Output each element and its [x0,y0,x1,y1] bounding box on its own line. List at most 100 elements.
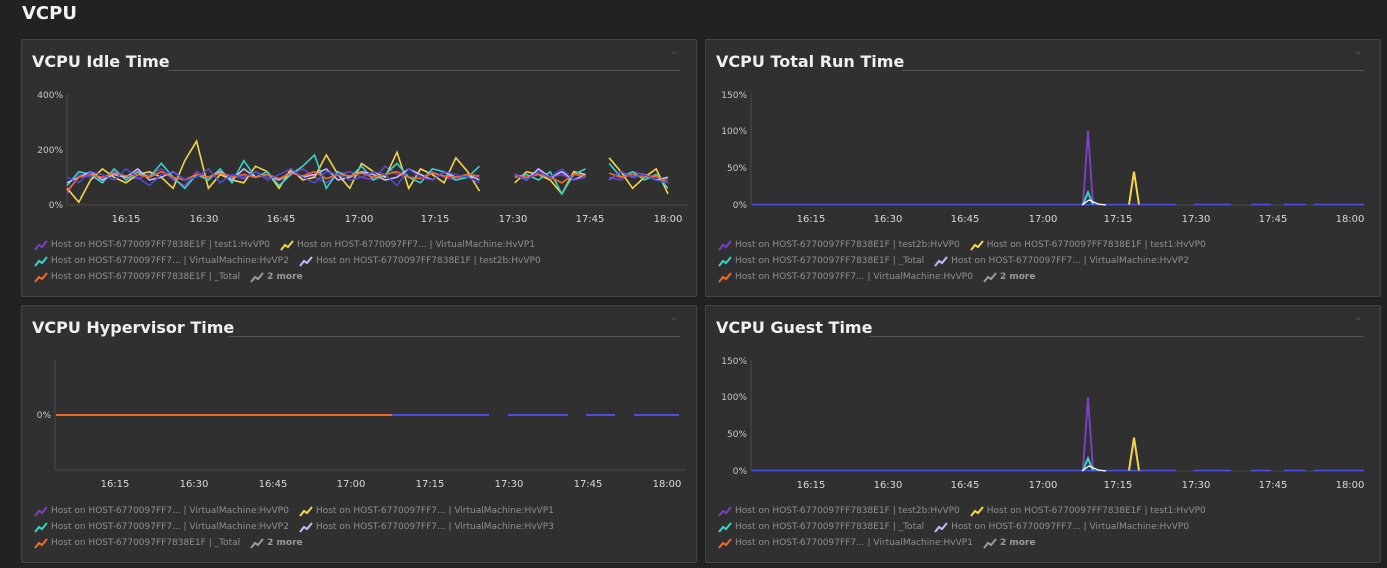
legend-item[interactable]: Host on HOST-6770097FF7838E1F | test2b:H… [718,237,960,253]
x-tick-label: 17:30 [1182,480,1211,491]
legend-row: Host on HOST-6770097FF7838E1F | test2b:H… [718,237,1378,253]
legend-item[interactable]: Host on HOST-6770097FF7... | VirtualMach… [299,503,554,519]
y-tick-label: 400% [37,91,63,101]
x-tick-label: 18:00 [653,479,682,490]
legend-item[interactable]: Host on HOST-6770097FF7838E1F | _Total [718,519,924,535]
x-tick-label: 17:00 [337,479,366,490]
series-spike [1128,171,1140,205]
legend-item[interactable]: Host on HOST-6770097FF7... | VirtualMach… [280,237,535,253]
y-tick-label: 150% [721,357,747,367]
series-spike [1082,130,1094,205]
series-line-icon [934,256,948,267]
legend-label: Host on HOST-6770097FF7... | VirtualMach… [51,256,289,266]
series-line-icon [718,256,732,267]
x-tick-label: 17:30 [495,479,524,490]
legend-item[interactable]: Host on HOST-6770097FF7... | VirtualMach… [934,519,1189,535]
chevron-down-icon[interactable]: ⌄ [1354,46,1363,57]
y-tick-label: 100% [721,127,747,137]
y-tick-label: 200% [37,146,63,156]
y-tick-label: 100% [721,393,747,403]
legend-label: Host on HOST-6770097FF7838E1F | _Total [735,522,925,532]
legend-item[interactable]: Host on HOST-6770097FF7838E1F | test1:Hv… [969,503,1206,519]
legend-label: Host on HOST-6770097FF7838E1F | test1:Hv… [986,506,1206,516]
title-divider [168,70,680,71]
title-divider [902,70,1364,71]
legend-label: Host on HOST-6770097FF7... | VirtualMach… [51,506,289,516]
legend-more-label: 2 more [267,538,303,548]
panel-title: VCPU Guest Time [716,318,873,337]
panel-vcpu-hypervisor-time: VCPU Hypervisor Time ⌄ 0% 16:15 16:30 16:45… [21,305,697,563]
legend-more-button[interactable]: 2 more [983,535,1035,551]
chevron-down-icon[interactable]: ⌄ [1354,312,1363,323]
legend-item[interactable]: Host on HOST-6770097FF7838E1F | _Total [34,269,240,285]
series-line-icon [983,272,997,283]
x-tick-label: 16:30 [180,479,209,490]
legend-item[interactable]: Host on HOST-6770097FF7838E1F | _Total [34,535,240,551]
title-divider [228,336,680,337]
legend-item[interactable]: Host on HOST-6770097FF7838E1F | test2b:H… [718,503,960,519]
x-tick-label: 17:15 [416,479,445,490]
legend-item[interactable]: Host on HOST-6770097FF7... | VirtualMach… [934,253,1189,269]
x-tick-label: 17:00 [1029,214,1058,225]
legend-label: Host on HOST-6770097FF7... | VirtualMach… [315,506,554,516]
x-tick-label: 16:30 [190,214,219,225]
legend-label: Host on HOST-6770097FF7838E1F | test1:Hv… [51,240,271,250]
series-line [608,157,669,195]
x-tick-label: 16:45 [951,214,980,225]
panel-vcpu-guest-time: VCPU Guest Time ⌄ 0% 50% 100% 150% 16:15 16:3… [705,305,1381,563]
legend-item[interactable]: Host on HOST-6770097FF7... | VirtualMach… [299,519,554,535]
legend-label: Host on HOST-6770097FF7... | VirtualMach… [315,522,554,532]
x-tick-label: 16:45 [267,214,296,225]
x-tick-label: 17:45 [1259,214,1288,225]
page-title: VCPU [22,3,77,24]
legend-item[interactable]: Host on HOST-6770097FF7... | VirtualMach… [718,269,973,285]
series-line [608,170,669,184]
legend-item[interactable]: Host on HOST-6770097FF7... | VirtualMach… [34,253,289,269]
chevron-down-icon[interactable]: ⌄ [670,46,679,57]
legend-row: Host on HOST-6770097FF7838E1F | _Total Ho… [718,253,1378,269]
legend-item[interactable]: Host on HOST-6770097FF7838E1F | test1:Hv… [969,237,1206,253]
legend-more-label: 2 more [267,272,303,282]
y-tick-label: 50% [727,430,747,440]
x-tick-label: 16:15 [797,214,826,225]
series-line-icon [34,272,48,283]
legend-row: Host on HOST-6770097FF7838E1F | test2b:H… [718,503,1378,519]
legend-item[interactable]: Host on HOST-6770097FF7... | VirtualMach… [34,519,289,535]
legend-label: Host on HOST-6770097FF7... | VirtualMach… [951,256,1190,266]
x-tick-label: 17:45 [1259,480,1288,491]
legend-label: Host on HOST-6770097FF7... | VirtualMach… [51,522,289,532]
y-tick-label: 0% [733,201,748,211]
legend-item[interactable]: Host on HOST-6770097FF7... | VirtualMach… [718,535,973,551]
chevron-down-icon[interactable]: ⌄ [670,312,679,323]
legend: Host on HOST-6770097FF7838E1F | test1:Hv… [34,237,694,285]
x-tick-label: 17:00 [1029,480,1058,491]
series-line-icon [299,522,313,533]
legend-row: Host on HOST-6770097FF7... | VirtualMach… [718,535,1378,551]
chart-vcpu-hypervisor-time: 0% 16:15 16:30 16:45 17:00 17:15 17:30 17:45 18:… [37,360,686,490]
series-line-icon [34,506,48,517]
x-tick-label: 17:15 [1104,214,1133,225]
legend-item[interactable]: Host on HOST-6770097FF7838E1F | test2b:H… [299,253,541,269]
legend-label: Host on HOST-6770097FF7838E1F | _Total [735,256,925,266]
x-tick-label: 16:15 [797,480,826,491]
series-line-icon [969,506,984,517]
legend-label: Host on HOST-6770097FF7... | VirtualMach… [735,538,973,548]
series-line [514,170,586,196]
x-tick-label: 16:30 [874,480,903,491]
x-tick-label: 17:45 [574,479,603,490]
legend-row: Host on HOST-6770097FF7838E1F | _Total 2 … [34,269,694,285]
legend-label: Host on HOST-6770097FF7838E1F | test2b:H… [735,240,960,250]
series-line [1081,199,1107,206]
series-line-icon [280,240,294,251]
legend-item[interactable]: Host on HOST-6770097FF7838E1F | test1:Hv… [34,237,270,253]
legend-more-button[interactable]: 2 more [250,535,303,551]
y-tick-label: 0% [733,467,748,477]
legend-more-button[interactable]: 2 more [250,269,303,285]
legend-item[interactable]: Host on HOST-6770097FF7... | VirtualMach… [34,503,289,519]
legend-more-button[interactable]: 2 more [983,269,1035,285]
series-spike [1082,396,1094,471]
series-line-icon [34,256,48,267]
legend-item[interactable]: Host on HOST-6770097FF7838E1F | _Total [718,253,924,269]
panel-title: VCPU Total Run Time [716,52,905,71]
legend-row: Host on HOST-6770097FF7838E1F | _Total 2 … [34,535,694,551]
